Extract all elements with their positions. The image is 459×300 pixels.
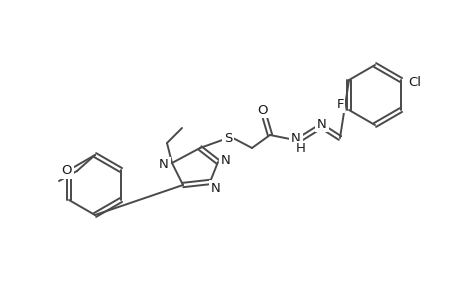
Text: N: N [291, 133, 300, 146]
Text: N: N [316, 118, 326, 130]
Text: S: S [224, 131, 232, 145]
Text: O: O [257, 103, 268, 116]
Text: F: F [336, 98, 343, 112]
Text: H: H [296, 142, 305, 155]
Text: N: N [221, 154, 230, 166]
Text: O: O [62, 164, 72, 178]
Text: N: N [211, 182, 220, 194]
Text: Cl: Cl [408, 76, 420, 88]
Text: N: N [159, 158, 168, 172]
